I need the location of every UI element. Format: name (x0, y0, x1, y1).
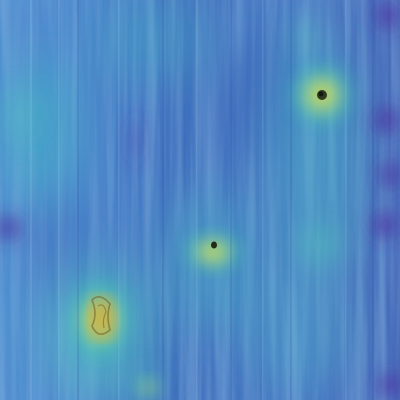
knot-top-right (288, 61, 356, 129)
knot-center (181, 230, 245, 274)
knot-bottom-left (66, 276, 134, 364)
grain-streaks (30, 0, 374, 400)
spot-bottom-center (132, 374, 164, 400)
